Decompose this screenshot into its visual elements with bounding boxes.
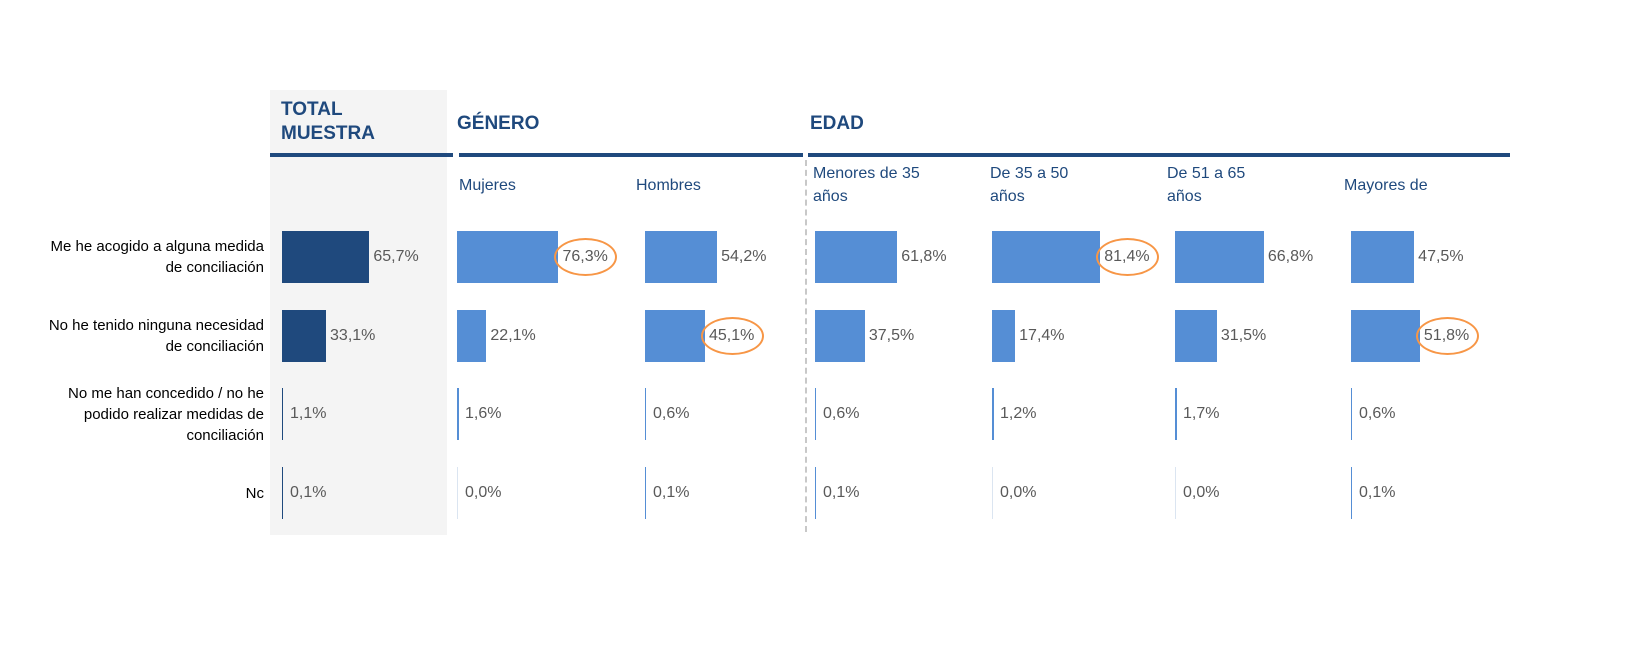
baseline xyxy=(282,467,283,519)
value-label: 33,1% xyxy=(330,327,376,344)
value-label: 0,0% xyxy=(1183,484,1220,501)
value-label: 0,6% xyxy=(823,405,860,422)
bar xyxy=(815,310,865,362)
baseline xyxy=(645,467,646,519)
value-label: 47,5% xyxy=(1418,248,1464,265)
value-label: 0,1% xyxy=(653,484,690,501)
panel-rule xyxy=(459,153,803,157)
value-label: 54,2% xyxy=(721,248,767,265)
value-label: 17,4% xyxy=(1019,327,1065,344)
panel-title: EDAD xyxy=(810,113,864,134)
value-label: 1,1% xyxy=(290,405,327,422)
bar xyxy=(282,388,284,440)
bar xyxy=(645,231,718,283)
series-name: Menores de 35 años xyxy=(813,165,920,205)
bar xyxy=(1351,231,1415,283)
panel-rule xyxy=(270,153,453,157)
highlight-circle xyxy=(554,238,618,276)
value-label: 0,6% xyxy=(653,405,690,422)
series-name: Mayores de xyxy=(1344,177,1428,194)
bar xyxy=(282,231,370,283)
series-name: De 35 a 50 años xyxy=(990,165,1069,205)
highlight-circle xyxy=(700,317,764,355)
value-label: 0,1% xyxy=(290,484,327,501)
value-label: 66,8% xyxy=(1267,248,1314,265)
bar xyxy=(1175,231,1264,283)
value-label: 0,0% xyxy=(465,484,502,501)
value-label: 0,6% xyxy=(1359,405,1396,422)
value-label: 37,5% xyxy=(868,327,915,344)
bar xyxy=(1175,310,1217,362)
bar xyxy=(992,388,994,440)
series-name: De 51 a 65 años xyxy=(1167,165,1246,205)
value-label: 0,0% xyxy=(1000,484,1037,501)
bar xyxy=(992,310,1016,362)
panel-title: TOTAL MUESTRA xyxy=(281,99,375,144)
value-label: 1,7% xyxy=(1183,405,1220,422)
bar xyxy=(457,310,487,362)
baseline xyxy=(1175,467,1176,519)
bar xyxy=(1351,388,1352,440)
bar xyxy=(992,231,1101,283)
bar xyxy=(1175,388,1178,440)
panel-title: GÉNERO xyxy=(457,113,540,134)
row-label: No he tenido ninguna necesidad de concil… xyxy=(48,317,264,355)
baseline xyxy=(992,467,993,519)
value-label: 61,8% xyxy=(901,248,947,265)
highlight-circle xyxy=(1415,317,1479,355)
value-label: 1,2% xyxy=(1000,405,1037,422)
bar xyxy=(457,231,559,283)
row-label: Me he acogido a alguna medida de concili… xyxy=(50,238,265,276)
value-label: 65,7% xyxy=(373,248,419,265)
baseline xyxy=(815,467,816,519)
bar xyxy=(1351,310,1420,362)
series-name: Mujeres xyxy=(459,177,516,194)
baseline xyxy=(457,467,458,519)
bar xyxy=(815,231,898,283)
series-name: Hombres xyxy=(636,177,701,194)
row-label: Nc xyxy=(245,484,264,502)
value-label: 0,1% xyxy=(823,484,860,501)
bar xyxy=(645,388,646,440)
bar xyxy=(457,388,460,440)
panel-rule xyxy=(808,153,1510,157)
value-label: 22,1% xyxy=(490,327,536,344)
bar xyxy=(282,310,327,362)
row-label: No me han concedido / no he podido reali… xyxy=(68,384,264,444)
value-label: 31,5% xyxy=(1220,327,1267,344)
divider xyxy=(805,160,807,532)
bar xyxy=(645,310,705,362)
highlight-circle xyxy=(1096,238,1160,276)
value-label: 1,6% xyxy=(465,405,502,422)
value-label: 0,1% xyxy=(1359,484,1396,501)
baseline xyxy=(1351,467,1352,519)
bar xyxy=(815,388,816,440)
